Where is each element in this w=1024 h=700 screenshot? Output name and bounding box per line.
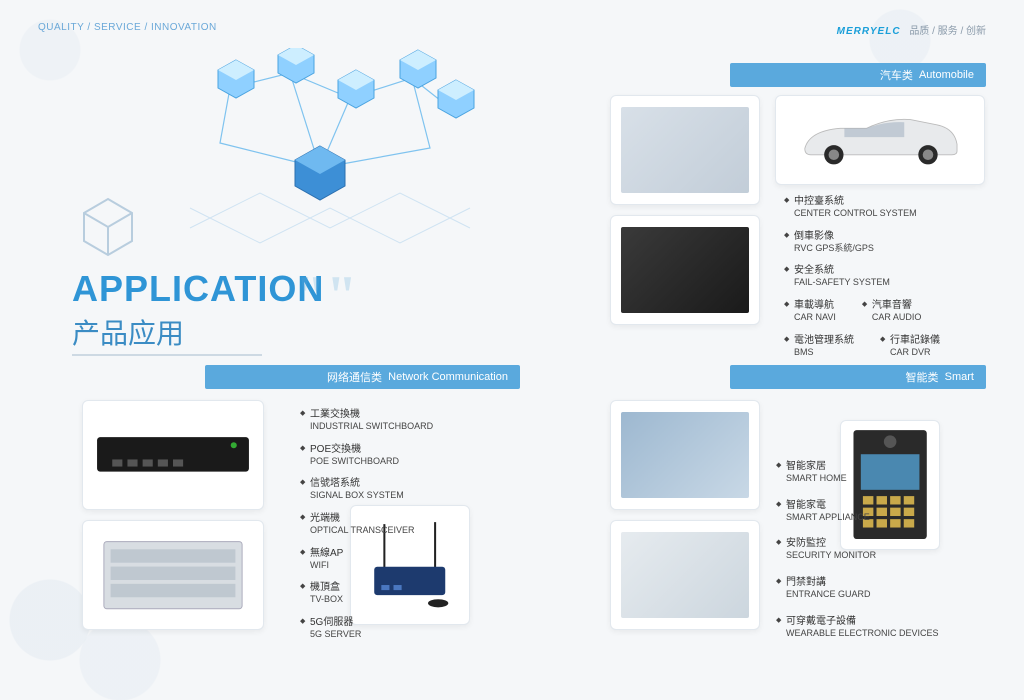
- list-item: 信號塔系統SIGNAL BOX SYSTEM: [300, 477, 510, 502]
- img-network-server: [82, 520, 264, 630]
- list-item: 倒車影像RVC GPS系統/GPS: [784, 230, 994, 255]
- list-row: 電池管理系統BMS 行車記錄儀CAR DVR: [784, 334, 994, 359]
- cube-network-diagram: [180, 48, 480, 258]
- img-auto-car: [775, 95, 985, 185]
- title-underline: [72, 354, 262, 356]
- cube-outline-icon: [80, 195, 136, 259]
- list-item: 車載導航CAR NAVI: [784, 299, 836, 324]
- placeholder: [621, 227, 748, 313]
- header-brand-block: MERRYELC 品质 / 服务 / 创新: [837, 22, 986, 37]
- list-item: 汽車音響CAR AUDIO: [862, 299, 922, 324]
- list-item: 機頂盒TV-BOX: [300, 581, 510, 606]
- list-item: 可穿戴電子設備WEARABLE ELECTRONIC DEVICES: [776, 615, 966, 640]
- list-item: 無線APWIFI: [300, 547, 510, 572]
- list-item: 安全系統FAIL-SAFETY SYSTEM: [784, 264, 994, 289]
- section-network-en: Network Communication: [388, 371, 508, 383]
- list-network: 工業交換機INDUSTRIAL SWITCHBOARD POE交換機POE SWI…: [300, 408, 510, 651]
- list-item: 電池管理系統BMS: [784, 334, 854, 359]
- brand-name: MERRYELC: [837, 26, 901, 37]
- section-smart-cn: 智能类: [906, 369, 939, 385]
- img-smart-room: [610, 400, 760, 510]
- list-auto: 中控臺系統CENTER CONTROL SYSTEM 倒車影像RVC GPS系統/…: [784, 195, 994, 368]
- list-item: 行車記錄儀CAR DVR: [880, 334, 940, 359]
- list-item: 智能家居SMART HOME: [776, 460, 966, 485]
- img-auto-seats: [610, 215, 760, 325]
- brand-sub: 品质 / 服务 / 创新: [909, 26, 986, 37]
- quote-decoration: "": [295, 264, 357, 328]
- header-tagline: QUALITY / SERVICE / INNOVATION: [38, 22, 217, 33]
- section-bar-network: 网络通信类 Network Communication: [205, 365, 520, 389]
- img-auto-interior: [610, 95, 760, 205]
- placeholder: [621, 107, 748, 193]
- section-bar-smart: 智能类 Smart: [730, 365, 986, 389]
- section-bar-auto: 汽车类 Automobile: [730, 63, 986, 87]
- list-item: 安防監控SECURITY MONITOR: [776, 537, 966, 562]
- list-item: 智能家電SMART APPLIANCE: [776, 499, 966, 524]
- section-auto-cn: 汽车类: [880, 67, 913, 83]
- list-item: POE交換機POE SWITCHBOARD: [300, 443, 510, 468]
- section-network-cn: 网络通信类: [327, 369, 382, 385]
- list-item: 5G伺服器5G SERVER: [300, 616, 510, 641]
- placeholder: [621, 412, 748, 498]
- img-smart-kitchen: [610, 520, 760, 630]
- list-item: 門禁對講ENTRANCE GUARD: [776, 576, 966, 601]
- placeholder: [621, 532, 748, 618]
- list-smart: 智能家居SMART HOME 智能家電SMART APPLIANCE 安防監控SEC…: [776, 460, 966, 653]
- img-network-switch: [82, 400, 264, 510]
- section-smart-en: Smart: [945, 371, 974, 383]
- title-cn: 产品应用: [72, 312, 324, 352]
- title-block: APPLICATION 产品应用: [72, 268, 324, 352]
- list-item: 中控臺系統CENTER CONTROL SYSTEM: [784, 195, 994, 220]
- list-row: 車載導航CAR NAVI 汽車音響CAR AUDIO: [784, 299, 994, 324]
- list-item: 光端機OPTICAL TRANSCEIVER: [300, 512, 510, 537]
- section-auto-en: Automobile: [919, 69, 974, 81]
- title-en: APPLICATION: [72, 268, 324, 310]
- list-item: 工業交換機INDUSTRIAL SWITCHBOARD: [300, 408, 510, 433]
